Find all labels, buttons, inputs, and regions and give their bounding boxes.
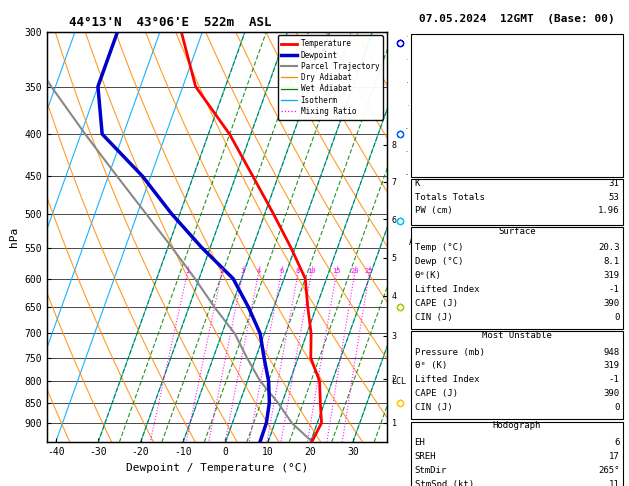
Text: 31: 31: [609, 179, 620, 188]
Text: Temp (°C): Temp (°C): [415, 243, 463, 252]
Text: 1.96: 1.96: [598, 207, 620, 215]
Text: Dewp (°C): Dewp (°C): [415, 257, 463, 266]
Text: LCL: LCL: [391, 377, 406, 385]
Text: 8.1: 8.1: [603, 257, 620, 266]
Text: 319: 319: [603, 362, 620, 370]
Text: Totals Totals: Totals Totals: [415, 192, 484, 202]
Text: 0: 0: [614, 312, 620, 322]
Text: 3: 3: [241, 268, 245, 274]
Text: 390: 390: [603, 299, 620, 308]
Text: 11: 11: [609, 480, 620, 486]
Text: 25: 25: [365, 268, 374, 274]
Text: CAPE (J): CAPE (J): [415, 299, 457, 308]
Text: K: K: [415, 179, 420, 188]
Text: θᵉ(K): θᵉ(K): [415, 271, 442, 280]
Text: 2: 2: [220, 268, 224, 274]
Y-axis label: km
ASL: km ASL: [409, 227, 424, 246]
Text: 8: 8: [296, 268, 300, 274]
Text: 948: 948: [603, 347, 620, 357]
Text: CIN (J): CIN (J): [415, 403, 452, 412]
X-axis label: Dewpoint / Temperature (°C): Dewpoint / Temperature (°C): [126, 463, 308, 473]
Text: 20: 20: [350, 268, 359, 274]
Text: Surface: Surface: [498, 226, 536, 236]
Text: -1: -1: [609, 375, 620, 384]
Text: kt: kt: [418, 41, 428, 50]
Text: 6: 6: [279, 268, 283, 274]
Text: CIN (J): CIN (J): [415, 312, 452, 322]
Text: Most Unstable: Most Unstable: [482, 331, 552, 340]
Text: 265°: 265°: [598, 466, 620, 475]
Text: 07.05.2024  12GMT  (Base: 00): 07.05.2024 12GMT (Base: 00): [419, 14, 615, 24]
Text: Lifted Index: Lifted Index: [415, 375, 479, 384]
Text: 1: 1: [185, 268, 189, 274]
Legend: Temperature, Dewpoint, Parcel Trajectory, Dry Adiabat, Wet Adiabat, Isotherm, Mi: Temperature, Dewpoint, Parcel Trajectory…: [277, 35, 383, 120]
Text: EH: EH: [415, 438, 425, 447]
Y-axis label: hPa: hPa: [9, 227, 19, 247]
Text: 6: 6: [614, 438, 620, 447]
Text: 0: 0: [614, 403, 620, 412]
Text: 4: 4: [256, 268, 260, 274]
Text: Lifted Index: Lifted Index: [415, 285, 479, 294]
Text: 15: 15: [332, 268, 340, 274]
Text: Pressure (mb): Pressure (mb): [415, 347, 484, 357]
Text: CAPE (J): CAPE (J): [415, 389, 457, 398]
Text: © weatheronline.co.uk: © weatheronline.co.uk: [469, 471, 565, 480]
Text: 20.3: 20.3: [598, 243, 620, 252]
Text: 17: 17: [609, 452, 620, 461]
Text: StmSpd (kt): StmSpd (kt): [415, 480, 474, 486]
Text: 390: 390: [603, 389, 620, 398]
Text: SREH: SREH: [415, 452, 436, 461]
Text: 53: 53: [609, 192, 620, 202]
Text: 319: 319: [603, 271, 620, 280]
Text: 10: 10: [307, 268, 316, 274]
Text: PW (cm): PW (cm): [415, 207, 452, 215]
Text: θᵉ (K): θᵉ (K): [415, 362, 447, 370]
Text: 44°13'N  43°06'E  522m  ASL: 44°13'N 43°06'E 522m ASL: [69, 16, 271, 29]
Text: Hodograph: Hodograph: [493, 421, 541, 430]
Text: StmDir: StmDir: [415, 466, 447, 475]
Text: -1: -1: [609, 285, 620, 294]
